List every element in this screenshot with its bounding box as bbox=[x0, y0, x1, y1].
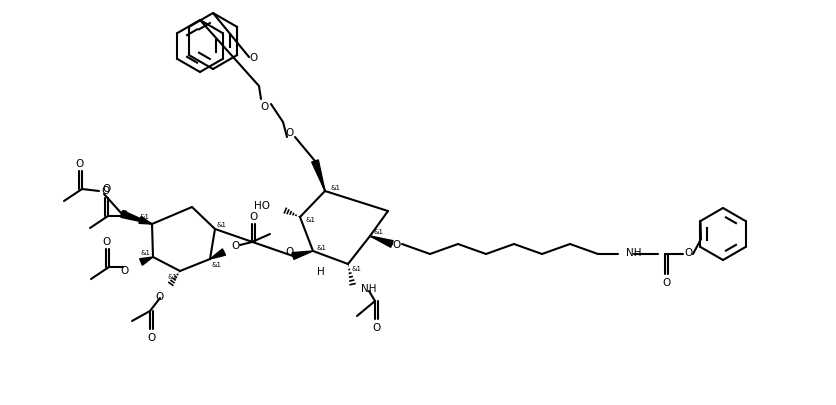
Polygon shape bbox=[139, 217, 152, 224]
Text: NH: NH bbox=[625, 247, 640, 257]
Text: O: O bbox=[120, 209, 128, 220]
Text: O: O bbox=[103, 237, 111, 246]
Text: O: O bbox=[148, 332, 156, 342]
Text: O: O bbox=[392, 239, 400, 249]
Text: O: O bbox=[286, 128, 293, 138]
Text: O: O bbox=[250, 211, 257, 222]
Text: &1: &1 bbox=[212, 261, 222, 267]
Text: O: O bbox=[662, 277, 670, 287]
Text: &1: &1 bbox=[352, 265, 361, 271]
Polygon shape bbox=[311, 160, 324, 192]
Text: &1: &1 bbox=[140, 213, 150, 220]
Text: O: O bbox=[261, 102, 269, 112]
Polygon shape bbox=[140, 257, 153, 266]
Text: O: O bbox=[76, 159, 84, 168]
Text: O: O bbox=[372, 322, 380, 332]
Text: O: O bbox=[155, 291, 164, 301]
Text: O: O bbox=[120, 265, 129, 275]
Text: &1: &1 bbox=[217, 222, 227, 228]
Text: O: O bbox=[103, 183, 111, 194]
Text: O: O bbox=[286, 246, 293, 256]
Text: O: O bbox=[684, 247, 692, 257]
Text: O: O bbox=[102, 185, 110, 196]
Text: H: H bbox=[317, 266, 324, 276]
Text: HO: HO bbox=[253, 200, 270, 211]
Text: &1: &1 bbox=[168, 273, 178, 279]
Polygon shape bbox=[210, 249, 225, 259]
Text: &1: &1 bbox=[330, 185, 340, 190]
Text: &1: &1 bbox=[140, 249, 150, 256]
Text: NH: NH bbox=[360, 284, 376, 293]
Polygon shape bbox=[292, 252, 313, 260]
Text: &1: &1 bbox=[306, 216, 316, 222]
Polygon shape bbox=[120, 211, 152, 224]
Text: O: O bbox=[250, 53, 257, 63]
Polygon shape bbox=[370, 237, 393, 248]
Text: O: O bbox=[232, 241, 240, 250]
Text: &1: &1 bbox=[317, 244, 327, 250]
Text: &1: &1 bbox=[374, 228, 384, 234]
